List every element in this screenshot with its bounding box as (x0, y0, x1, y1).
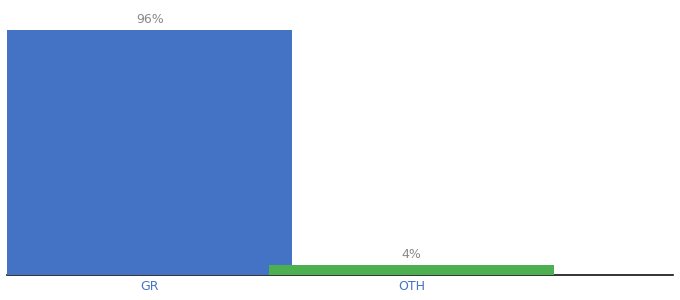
Bar (7, 30, 292, 275)
Text: 4%: 4% (401, 248, 422, 261)
Text: 96%: 96% (136, 13, 164, 26)
Bar (269, 265, 554, 275)
